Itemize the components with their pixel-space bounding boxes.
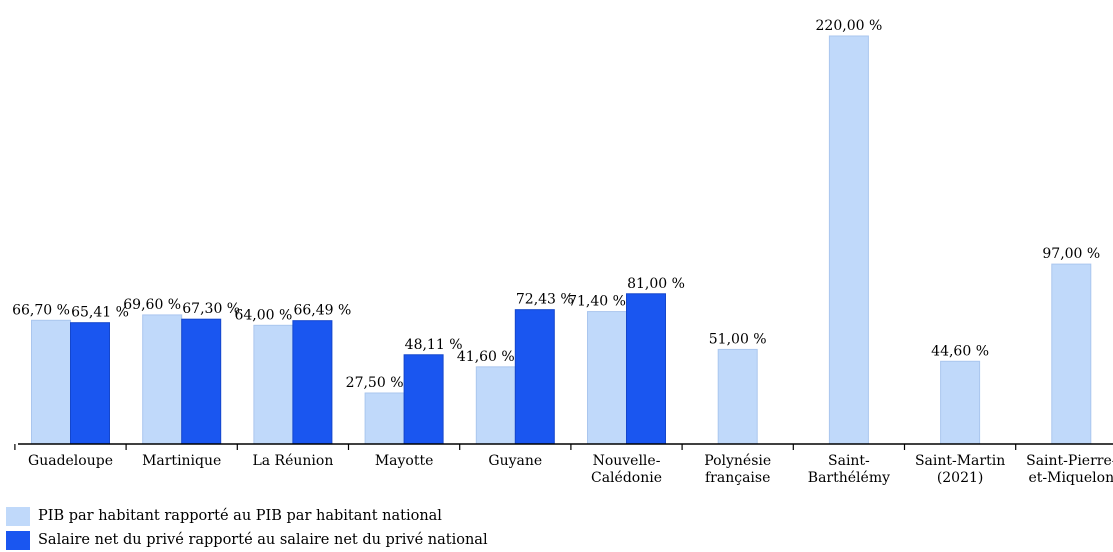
category-label: Nouvelle-Calédonie [591, 453, 662, 486]
value-labels-layer: 66,70 % 65,41 %69,60 % 67,30 %64,00 % 66,49… [12, 18, 1100, 391]
bar-salaire [514, 309, 555, 445]
bar-salaire [70, 322, 110, 445]
legend-label-pib: PIB par habitant rapporté au PIB par hab… [38, 508, 442, 524]
category-label-line: Saint-Martin [915, 453, 1005, 469]
data-label-salaire: 48,11 % [405, 337, 463, 353]
bar-salaire [292, 320, 333, 445]
bar-pib [717, 348, 758, 445]
category-label: Saint-Pierre-et-Miquelon [1026, 453, 1113, 486]
category-label: Martinique [142, 453, 221, 469]
category-label-line: Mayotte [375, 453, 434, 469]
data-label-pib: 51,00 % [709, 331, 767, 347]
category-label: Saint-Barthélémy [808, 453, 890, 486]
category-label: Guadeloupe [28, 453, 113, 469]
category-labels-layer: Guadeloupe Martinique La Réunion Mayotte Guy… [28, 453, 1113, 486]
data-label-salaire: 67,30 % [182, 301, 240, 317]
data-label-pib: 64,00 % [234, 307, 292, 323]
bars-layer [31, 35, 1092, 445]
bar-salaire [626, 293, 666, 445]
data-label-pib: 66,70 % [12, 302, 70, 318]
data-label-pib: 71,40 % [568, 294, 626, 310]
category-label: Mayotte [375, 453, 434, 469]
category-label-line: Guyane [488, 453, 542, 469]
bar-chart: 66,70 % 65,41 %69,60 % 67,30 %64,00 % 66,49… [12, 18, 1113, 486]
data-label-pib: 27,50 % [346, 375, 404, 391]
data-label-pib: 44,60 % [931, 343, 989, 359]
data-label-pib: 97,00 % [1042, 246, 1100, 262]
bar-pib [31, 319, 71, 445]
bar-salaire [403, 354, 444, 445]
data-label-salaire: 66,49 % [293, 303, 351, 319]
category-label-line: française [705, 470, 770, 486]
category-label: Guyane [488, 453, 542, 469]
category-label-line: Saint-Pierre- [1026, 453, 1113, 469]
legend-label-salaire: Salaire net du privé rapporté au salaire… [38, 532, 488, 548]
data-label-salaire: 65,41 % [71, 305, 129, 321]
data-label-salaire: 72,43 % [516, 292, 574, 308]
bar-pib [828, 35, 869, 445]
data-label-salaire: 81,00 % [627, 276, 685, 292]
category-label-line: Barthélémy [808, 470, 890, 486]
bar-pib [364, 392, 405, 445]
category-label-line: Polynésie [704, 453, 771, 469]
legend-item-salaire: Salaire net du privé rapporté au salaire… [6, 528, 488, 552]
category-label-line: Guadeloupe [28, 453, 113, 469]
legend: PIB par habitant rapporté au PIB par hab… [6, 504, 488, 552]
category-label-line: et-Miquelon [1028, 470, 1113, 486]
legend-item-pib: PIB par habitant rapporté au PIB par hab… [6, 504, 488, 528]
category-label-line: Martinique [142, 453, 221, 469]
category-label-line: Nouvelle- [593, 453, 661, 469]
x-axis-ticks [14, 444, 1017, 450]
data-label-pib: 41,60 % [457, 349, 515, 365]
category-label-line: La Réunion [252, 453, 333, 469]
bar-pib [1051, 263, 1092, 445]
category-label: Polynésie française [704, 453, 771, 486]
data-label-pib: 220,00 % [816, 18, 883, 34]
bar-pib [940, 360, 981, 445]
data-label-pib: 69,60 % [123, 297, 181, 313]
legend-swatch-salaire [6, 530, 30, 550]
category-label-line: (2021) [937, 470, 984, 486]
category-label: Saint-Martin (2021) [915, 453, 1005, 486]
category-label-line: Saint- [828, 453, 870, 469]
bar-pib [253, 324, 294, 445]
bar-pib [142, 314, 183, 445]
category-label: La Réunion [252, 453, 333, 469]
bar-salaire [181, 318, 222, 445]
legend-swatch-pib [6, 506, 30, 526]
bar-pib [475, 366, 516, 445]
category-label-line: Calédonie [591, 470, 662, 486]
bar-pib [587, 311, 627, 445]
